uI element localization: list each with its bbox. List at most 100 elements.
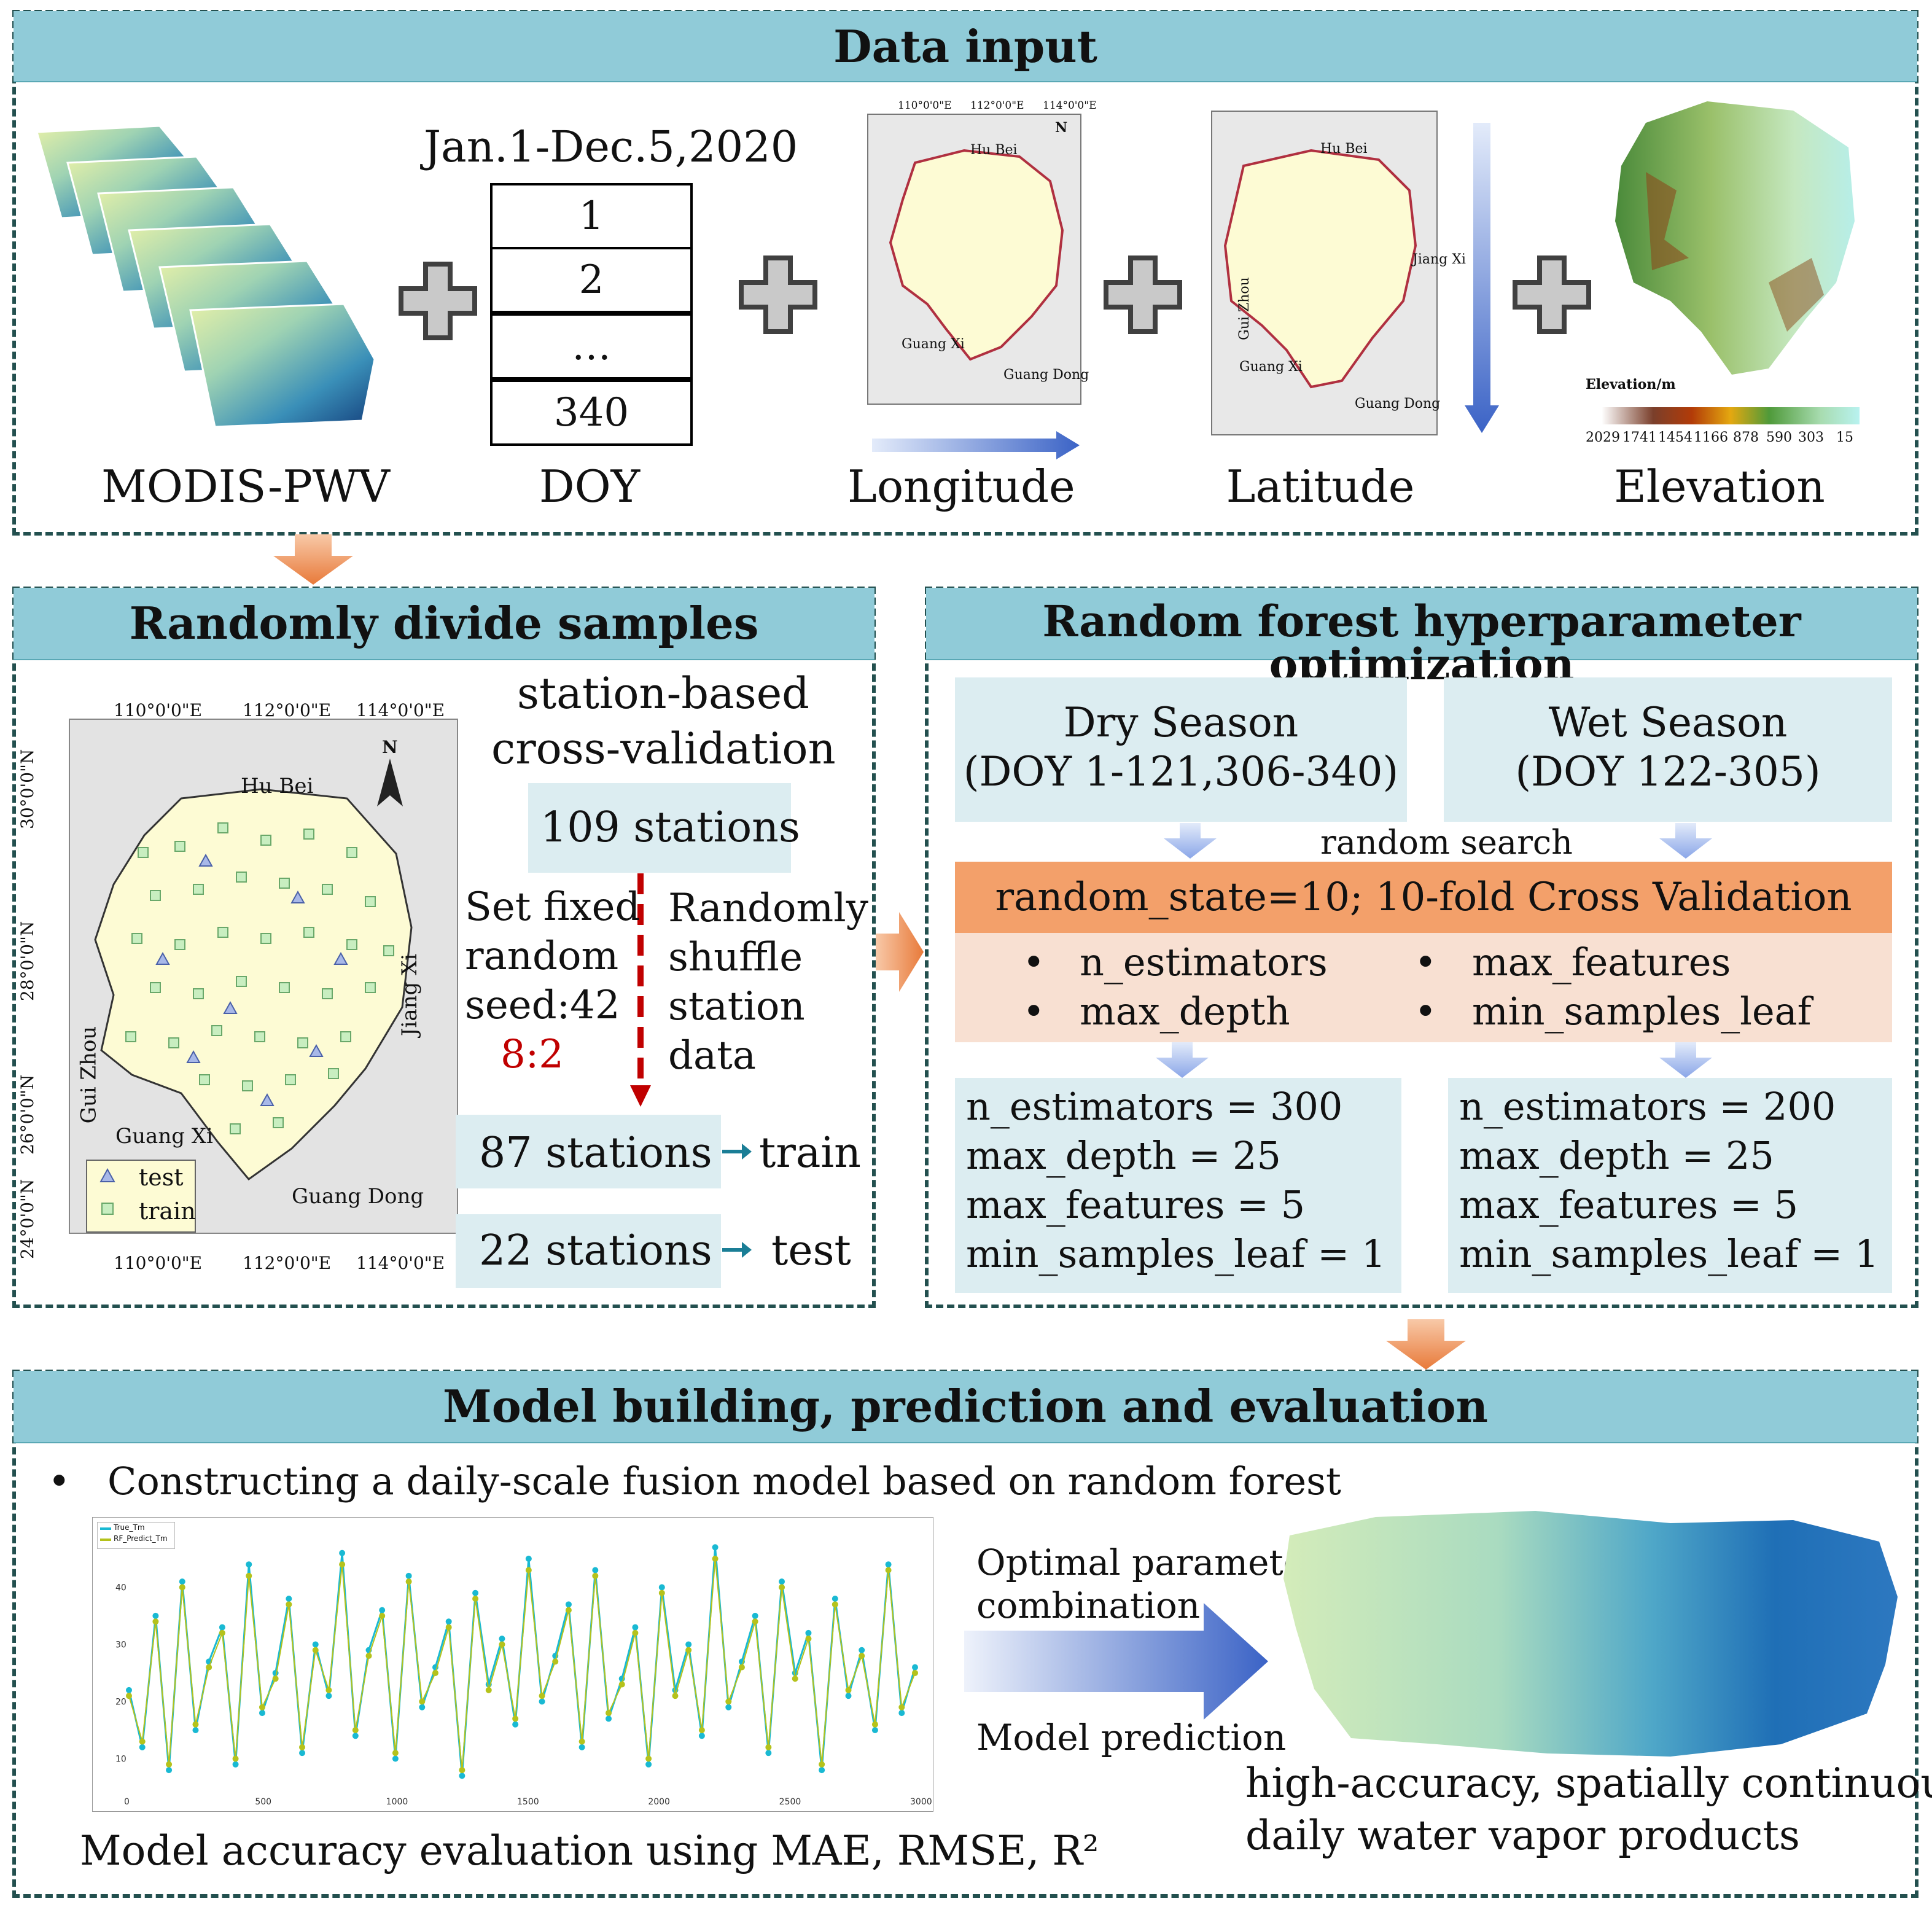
series-point-RF_Predict_Tm [232, 1755, 239, 1762]
params-box [955, 933, 1892, 1042]
plus-icon [1104, 255, 1182, 334]
seed-line: Set fixed [465, 884, 641, 930]
series-point-True_Tm [765, 1750, 772, 1757]
series-point-True_Tm [392, 1755, 399, 1762]
series-point-True_Tm [286, 1596, 292, 1602]
param-bullet: • [1022, 940, 1045, 985]
x-tick-label: 0 [124, 1797, 130, 1807]
param-name: n_estimators [1080, 940, 1328, 985]
latitude-label: Latitude [1226, 461, 1415, 512]
guangdong-label: Guang Dong [1355, 396, 1441, 411]
series-point-RF_Predict_Tm [592, 1572, 599, 1579]
dry-result-box [955, 1078, 1401, 1293]
water-vapor-product-map [1283, 1511, 1898, 1757]
jiangxi-label: Jiang Xi [1412, 252, 1466, 267]
wet-season-name: Wet Season [1548, 699, 1788, 746]
series-point-RF_Predict_Tm [578, 1738, 585, 1745]
series-point-True_Tm [592, 1567, 599, 1574]
flow-arrow-down-small [1164, 823, 1217, 859]
elevation-tick: 303 [1798, 430, 1824, 445]
longitude-label: Longitude [847, 461, 1075, 512]
series-point-RF_Predict_Tm [339, 1561, 346, 1568]
series-point-True_Tm [539, 1698, 545, 1705]
series-point-True_Tm [606, 1715, 612, 1722]
series-point-RF_Predict_Tm [485, 1687, 492, 1693]
model-bullet-text: Constructing a daily-scale fusion model … [107, 1459, 1341, 1504]
legend-train-label: train [139, 1198, 196, 1225]
series-point-True_Tm [832, 1596, 838, 1602]
series-point-RF_Predict_Tm [645, 1755, 652, 1762]
lat-tick: 24°0'0"N [17, 1179, 37, 1259]
series-point-True_Tm [525, 1555, 532, 1562]
series-point-True_Tm [272, 1669, 279, 1676]
doy-cell: 340 [490, 380, 693, 446]
series-point-RF_Predict_Tm [499, 1641, 505, 1648]
series-point-RF_Predict_Tm [166, 1761, 173, 1768]
series-point-RF_Predict_Tm [419, 1698, 426, 1705]
wet-result: max_depth = 25 [1459, 1133, 1774, 1178]
series-point-RF_Predict_Tm [792, 1675, 798, 1682]
param-bullet: • [1022, 989, 1045, 1034]
series-point-True_Tm [898, 1710, 905, 1717]
plot-legend-pred-swatch [100, 1539, 111, 1541]
series-point-RF_Predict_Tm [859, 1653, 865, 1660]
random-search-label: random search [1320, 823, 1573, 862]
series-point-True_Tm [405, 1572, 412, 1579]
series-point-RF_Predict_Tm [712, 1555, 719, 1562]
elevation-tick: 2029 [1586, 430, 1620, 445]
series-point-RF_Predict_Tm [632, 1629, 639, 1636]
split-arrow [630, 873, 651, 1107]
seed-line: random [465, 934, 619, 979]
series-point-True_Tm [312, 1641, 319, 1648]
elevation-map [1615, 101, 1855, 375]
series-point-True_Tm [752, 1612, 758, 1619]
x-tick-label: 1500 [517, 1797, 539, 1807]
x-tick-label: 2000 [648, 1797, 670, 1807]
dry-result: max_depth = 25 [966, 1133, 1281, 1178]
series-point-RF_Predict_Tm [259, 1704, 265, 1710]
guangxi-label: Guang Xi [115, 1124, 213, 1149]
product-line1: high-accuracy, spatially continuous [1245, 1760, 1932, 1807]
plot-legend-pred: RF_Predict_Tm [114, 1534, 168, 1543]
lat-tick: 26°0'0"N [17, 1074, 37, 1155]
test-label: test [771, 1227, 851, 1275]
series-point-RF_Predict_Tm [219, 1629, 225, 1636]
series-point-RF_Predict_Tm [898, 1704, 905, 1710]
lon-tick: 112°0'0"E [243, 1253, 332, 1273]
elevation-colorbar [1602, 407, 1860, 424]
param-bullet: • [1414, 940, 1437, 985]
wet-result: min_samples_leaf = 1 [1459, 1231, 1879, 1276]
lat-tick: 30°0'0"N [17, 749, 37, 829]
dry-result: n_estimators = 300 [966, 1084, 1343, 1129]
series-point-True_Tm [379, 1607, 386, 1613]
guangdong-label: Guang Dong [292, 1184, 424, 1209]
hubei-label: Hu Bei [1320, 141, 1368, 157]
y-tick-label: 30 [115, 1640, 127, 1650]
x-tick-label: 2500 [779, 1797, 801, 1807]
series-point-RF_Predict_Tm [525, 1567, 532, 1574]
series-point-RF_Predict_Tm [832, 1601, 838, 1608]
seed-line: seed:42 [465, 983, 620, 1028]
series-point-RF_Predict_Tm [179, 1584, 185, 1591]
series-point-RF_Predict_Tm [885, 1567, 892, 1574]
model-header: Model building, prediction and evaluatio… [14, 1371, 1917, 1443]
series-point-RF_Predict_Tm [658, 1589, 665, 1596]
series-point-True_Tm [419, 1704, 426, 1710]
latitude-province-shape [1223, 149, 1417, 389]
flow-arrow-down-small [1156, 1042, 1209, 1078]
series-point-RF_Predict_Tm [819, 1761, 825, 1768]
series-point-True_Tm [246, 1561, 252, 1568]
series-point-True_Tm [139, 1744, 146, 1750]
train-box [456, 1115, 721, 1188]
map-legend [86, 1160, 196, 1233]
guangxi-label: Guang Xi [902, 337, 965, 352]
arrow-top-line2: combination [976, 1585, 1201, 1626]
series-point-True_Tm [459, 1773, 465, 1779]
cv-label: random_state=10; 10-fold Cross Validatio… [995, 875, 1852, 920]
modis-pwv-image [37, 126, 376, 428]
lat-tick: 28°0'0"N [17, 921, 37, 1001]
prediction-arrow [964, 1603, 1268, 1720]
series-point-RF_Predict_Tm [565, 1607, 572, 1613]
rf-header: Random forest hyperparameter optimizatio… [926, 588, 1917, 686]
series-point-RF_Predict_Tm [606, 1710, 612, 1717]
